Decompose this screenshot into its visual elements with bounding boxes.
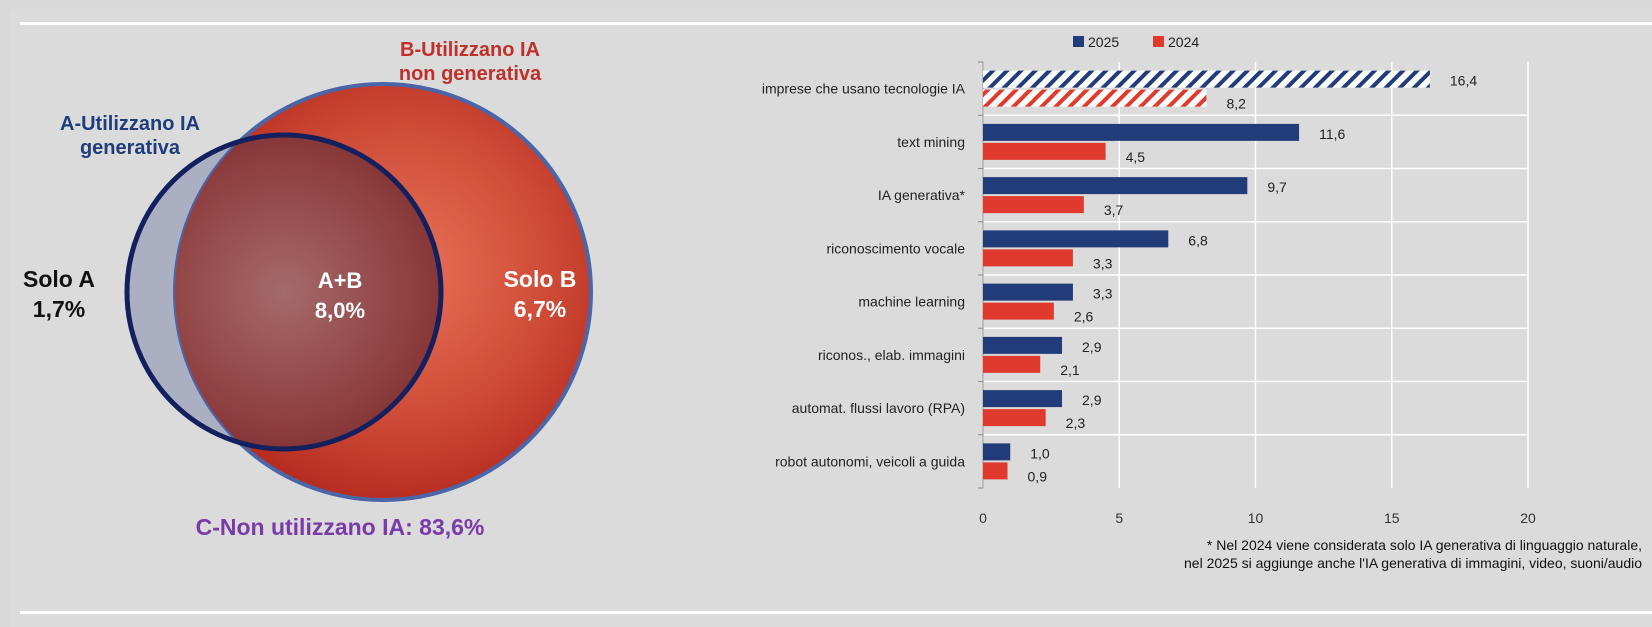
data-label-2024: 3,3 [1093, 255, 1113, 271]
venn-diagram [124, 82, 593, 502]
data-label-2024: 4,5 [1126, 149, 1146, 165]
legend-swatch-2025 [1073, 36, 1084, 47]
intersection-ab [175, 135, 441, 449]
footnote-line-1: nel 2025 si aggiunge anche l'IA generati… [1184, 555, 1642, 571]
x-tick-label-4: 20 [1520, 510, 1536, 526]
data-label-2025: 3,3 [1093, 286, 1113, 302]
bar-2025 [983, 283, 1073, 301]
x-tick-label-0: 0 [979, 510, 987, 526]
bar-2025 [983, 390, 1063, 408]
legend-label-2024: 2024 [1168, 34, 1199, 50]
bar-2024 [983, 89, 1207, 107]
category-label: automat. flussi lavoro (RPA) [792, 400, 965, 416]
bar-2025 [983, 336, 1063, 354]
data-label-2025: 2,9 [1082, 339, 1102, 355]
category-label: riconos., elab. immagini [818, 347, 965, 363]
bar-2025 [983, 70, 1430, 88]
category-label: text mining [897, 134, 965, 150]
bar-2024 [983, 196, 1084, 214]
bar-2024 [983, 142, 1106, 160]
bar-2024 [983, 355, 1041, 373]
data-label-2025: 1,0 [1030, 445, 1050, 461]
venn-b-title: B-Utilizzano IA non generativa [398, 39, 542, 85]
x-tick-label-3: 15 [1384, 510, 1400, 526]
category-label: IA generativa* [878, 187, 966, 203]
data-label-2024: 8,2 [1226, 96, 1246, 112]
x-tick-label-2: 10 [1248, 510, 1264, 526]
data-label-2024: 0,9 [1028, 468, 1048, 484]
category-label: machine learning [858, 294, 965, 310]
bar-2025 [983, 177, 1248, 195]
top-rule [20, 22, 1652, 25]
category-label: imprese che usano tecnologie IA [762, 81, 966, 97]
venn-solo-b-label: Solo B 6,7% [503, 266, 577, 322]
data-label-2025: 2,9 [1082, 392, 1102, 408]
data-label-2024: 3,7 [1104, 202, 1124, 218]
venn-non-users-label: C-Non utilizzano IA: 83,6% [195, 514, 485, 540]
category-label: robot autonomi, veicoli a guida [775, 453, 965, 469]
legend-label-2025: 2025 [1088, 34, 1119, 50]
venn-solo-a-label: Solo A 1,7% [23, 266, 95, 322]
bar-2024 [983, 302, 1054, 320]
circle-a-outline [124, 132, 444, 452]
bottom-rule [20, 611, 1652, 614]
bar-2025 [983, 230, 1169, 248]
data-label-2025: 6,8 [1188, 232, 1208, 248]
data-label-2024: 2,3 [1066, 415, 1086, 431]
x-tick-label-1: 5 [1115, 510, 1123, 526]
data-label-2025: 16,4 [1450, 73, 1477, 89]
bar-2024 [983, 409, 1046, 427]
bar-2025 [983, 123, 1300, 141]
category-label: riconoscimento vocale [826, 240, 965, 256]
bar-2025 [983, 443, 1011, 461]
venn-intersection-label: A+B 8,0% [314, 268, 366, 323]
venn-a-title: A-Utilizzano IA generativa [60, 113, 200, 159]
data-label-2024: 2,6 [1074, 309, 1094, 325]
data-label-2025: 9,7 [1267, 179, 1287, 195]
legend-swatch-2024 [1153, 36, 1164, 47]
bar-2024 [983, 462, 1008, 480]
footnote-line-0: * Nel 2024 viene considerata solo IA gen… [1207, 537, 1642, 553]
bar-2024 [983, 249, 1073, 267]
data-label-2024: 2,1 [1060, 362, 1080, 378]
data-label-2025: 11,6 [1319, 126, 1345, 142]
